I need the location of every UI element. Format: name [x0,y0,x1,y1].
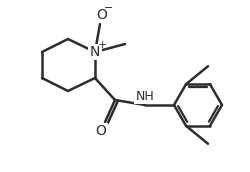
Text: O: O [96,124,106,138]
Text: +: + [97,40,107,50]
Text: O: O [96,8,108,22]
Text: NH: NH [136,89,154,103]
Text: N: N [90,45,100,59]
Text: −: − [104,3,114,13]
